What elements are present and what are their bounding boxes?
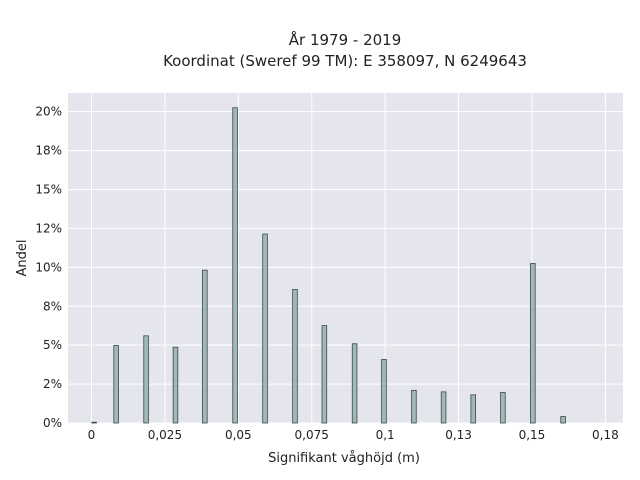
y-tick-label: 8% xyxy=(43,299,62,313)
bar-layer xyxy=(91,107,566,424)
x-tick-label: 0,075 xyxy=(295,428,329,442)
x-tick-label: 0,18 xyxy=(592,428,619,442)
histogram-bar xyxy=(411,389,417,424)
histogram-bar xyxy=(381,359,387,424)
chart-subtitle: Koordinat (Sweref 99 TM): E 358097, N 62… xyxy=(163,52,527,70)
plot-area xyxy=(68,93,623,423)
y-tick-label: 12% xyxy=(35,221,62,235)
y-axis-title: Andel xyxy=(15,240,30,277)
x-tick-label: 0,025 xyxy=(148,428,182,442)
histogram-bar xyxy=(560,416,566,424)
x-tick-label: 0,15 xyxy=(519,428,546,442)
y-tick-label: 20% xyxy=(35,105,62,119)
y-tick-label: 18% xyxy=(35,144,62,158)
histogram-bar xyxy=(470,394,476,424)
histogram-bar xyxy=(440,391,447,424)
x-tick-label: 0 xyxy=(88,428,96,442)
tick-layer: 0% 2% 5% 8% 10% 12% 15% 18% 20% 0 0,025 0,05 0,075 0,… xyxy=(35,105,618,442)
y-tick-label: 5% xyxy=(43,338,62,352)
x-axis-title: Signifikant våghöjd (m) xyxy=(268,451,420,466)
histogram-bar xyxy=(113,345,119,424)
x-tick-label: 0,13 xyxy=(445,428,472,442)
histogram-bar xyxy=(351,343,358,424)
histogram-bar xyxy=(172,346,179,424)
histogram-bar xyxy=(91,421,97,424)
histogram-bar xyxy=(143,335,149,424)
y-tick-label: 15% xyxy=(35,183,62,197)
histogram-bar xyxy=(202,269,208,424)
histogram-bar xyxy=(530,263,536,424)
histogram-bar xyxy=(321,325,328,424)
histogram-bar xyxy=(232,107,238,424)
histogram-bar xyxy=(292,289,298,424)
y-tick-label: 0% xyxy=(43,416,62,430)
x-tick-label: 0,05 xyxy=(225,428,252,442)
y-tick-label: 2% xyxy=(43,377,62,391)
y-tick-label: 10% xyxy=(35,260,62,274)
x-tick-label: 0,1 xyxy=(376,428,395,442)
histogram-bar xyxy=(500,392,506,424)
histogram-bar xyxy=(262,233,268,424)
chart-title: År 1979 - 2019 xyxy=(289,30,402,49)
